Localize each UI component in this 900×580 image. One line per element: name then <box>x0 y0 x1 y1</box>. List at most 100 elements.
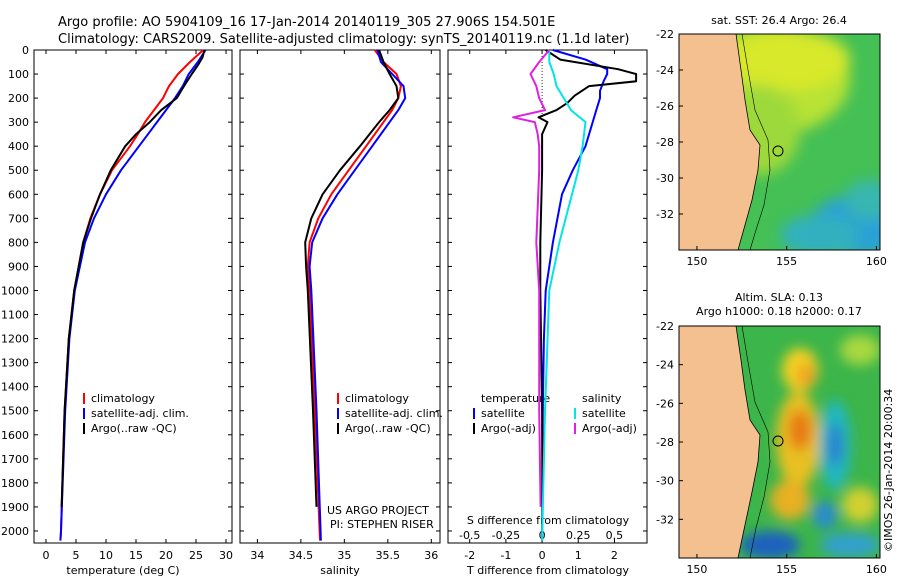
depth-tick-label: 1400 <box>1 381 29 394</box>
lon-tick-label: 160 <box>866 255 887 268</box>
lon-tick-label: 155 <box>776 563 797 576</box>
depth-tick-label: 0 <box>22 44 29 57</box>
x-tick-label: 20 <box>159 549 173 562</box>
lat-tick-label: -24 <box>656 64 674 77</box>
legend-satellite: satellite-adj. clim. <box>345 407 443 420</box>
depth-tick-label: 500 <box>8 164 29 177</box>
argo-float-marker <box>772 435 784 447</box>
s-difference-xlabel: S difference from climatology <box>467 514 630 527</box>
depth-tick-label: 600 <box>8 188 29 201</box>
s-tick-label: 0.25 <box>566 529 591 542</box>
t-difference-xlabel: T difference from climatology <box>466 564 629 577</box>
depth-tick-label: 1100 <box>1 309 29 322</box>
x-tick-label: 25 <box>189 549 203 562</box>
series-temperature-satellite <box>541 49 609 541</box>
sla-map-title: Altim. SLA: 0.13 <box>735 291 823 304</box>
x-tick-label: 30 <box>219 549 233 562</box>
legend-header-temperature: temperature <box>481 392 550 405</box>
x-tick-label: 10 <box>99 549 113 562</box>
series-salinity-argo-adj- <box>512 49 551 507</box>
x-tick-label: 35 <box>337 549 351 562</box>
x-tick-label: 34.5 <box>289 549 314 562</box>
series-temperature-argo-adj- <box>537 49 638 507</box>
series-salinity-satellite <box>541 50 587 541</box>
s-tick-label: -0.25 <box>492 529 520 542</box>
x-tick-label: 2 <box>611 549 618 562</box>
lat-tick-label: -26 <box>656 100 674 113</box>
x-tick-label: 15 <box>129 549 143 562</box>
depth-tick-label: 700 <box>8 212 29 225</box>
lon-tick-label: 160 <box>866 563 887 576</box>
australia-land <box>679 34 761 250</box>
lat-tick-label: -24 <box>656 359 674 372</box>
depth-tick-label: 400 <box>8 140 29 153</box>
depth-tick-label: 1700 <box>1 453 29 466</box>
lat-tick-label: -30 <box>656 172 674 185</box>
legend-t-satellite: satellite <box>481 407 525 420</box>
x-tick-label: 36 <box>424 549 438 562</box>
isobath <box>741 34 771 250</box>
x-tick-label: 0 <box>539 549 546 562</box>
s-tick-label: -0.5 <box>459 529 480 542</box>
sla-field <box>740 335 880 558</box>
depth-tick-label: 1800 <box>1 477 29 490</box>
depth-tick-label: 2000 <box>1 525 29 538</box>
x-tick-label: -1 <box>500 549 511 562</box>
isobath <box>741 326 771 558</box>
lat-tick-label: -32 <box>656 513 674 526</box>
header-line-1: Argo profile: AO 5904109_16 17-Jan-2014 … <box>58 15 555 30</box>
lat-tick-label: -28 <box>656 136 674 149</box>
series-argo-raw-qc- <box>60 49 206 507</box>
legend-satellite: satellite-adj. clim. <box>91 407 189 420</box>
lat-tick-label: -26 <box>656 397 674 410</box>
legend-climatology: climatology <box>345 392 409 405</box>
difference-panel: T difference from climatology S differen… <box>447 49 648 577</box>
depth-tick-label: 1500 <box>1 405 29 418</box>
legend-climatology: climatology <box>91 392 155 405</box>
salinity-legend: climatology satellite-adj. clim. Argo(..… <box>337 392 443 435</box>
lon-tick-label: 155 <box>776 255 797 268</box>
plot-frame <box>33 49 233 544</box>
depth-tick-label: 900 <box>8 260 29 273</box>
depth-tick-label: 1000 <box>1 284 29 297</box>
lat-tick-label: -30 <box>656 475 674 488</box>
series-argo-raw-qc- <box>304 49 400 507</box>
s-tick-label: 0.5 <box>606 529 624 542</box>
sst-map-title: sat. SST: 26.4 Argo: 26.4 <box>711 14 847 27</box>
argo-float-marker <box>772 145 784 157</box>
lon-tick-label: 150 <box>686 255 707 268</box>
series-satellite-adj-clim- <box>308 49 407 541</box>
lat-tick-label: -22 <box>656 320 674 333</box>
depth-tick-label: 1200 <box>1 333 29 346</box>
sla-map: 150 155 160 -22 -24 -26 -28 -30 -32 <box>656 320 887 576</box>
legend-s-argo: Argo(-adj) <box>582 422 637 435</box>
depth-tick-label: 1900 <box>1 501 29 514</box>
legend-s-satellite: satellite <box>582 407 626 420</box>
salinity-panel: salinity climatology satellite-adj. clim… <box>239 49 443 577</box>
x-tick-label: 34 <box>250 549 264 562</box>
lat-tick-label: -32 <box>656 208 674 221</box>
australia-land <box>679 326 761 558</box>
x-tick-label: 5 <box>73 549 80 562</box>
salinity-xlabel: salinity <box>320 564 360 577</box>
series-satellite-adj-clim- <box>59 49 207 541</box>
imos-credit: ©IMOS 26-Jan-2014 20:00:34 <box>882 389 895 552</box>
temperature-xlabel: temperature (deg C) <box>66 564 179 577</box>
lat-tick-label: -22 <box>656 28 674 41</box>
depth-tick-label: 200 <box>8 92 29 105</box>
header-line-2: Climatology: CARS2009. Satellite-adjuste… <box>58 32 630 47</box>
lon-tick-label: 150 <box>686 563 707 576</box>
depth-tick-label: 300 <box>8 116 29 129</box>
pi-annotation: PI: STEPHEN RISER <box>330 518 434 531</box>
depth-tick-label: 1600 <box>1 429 29 442</box>
difference-legend: temperature salinity satellite Argo(-adj… <box>473 392 637 435</box>
lat-tick-label: -28 <box>656 436 674 449</box>
depth-tick-label: 800 <box>8 236 29 249</box>
sst-map: 150 155 160 -22 -24 -26 -28 -30 -32 <box>656 28 887 268</box>
legend-argo: Argo(..raw -QC) <box>345 422 431 435</box>
sla-map-subtitle: Argo h1000: 0.18 h2000: 0.17 <box>696 305 862 318</box>
series-climatology <box>306 49 402 541</box>
legend-t-argo: Argo(-adj) <box>481 422 536 435</box>
plot-frame <box>239 49 441 544</box>
